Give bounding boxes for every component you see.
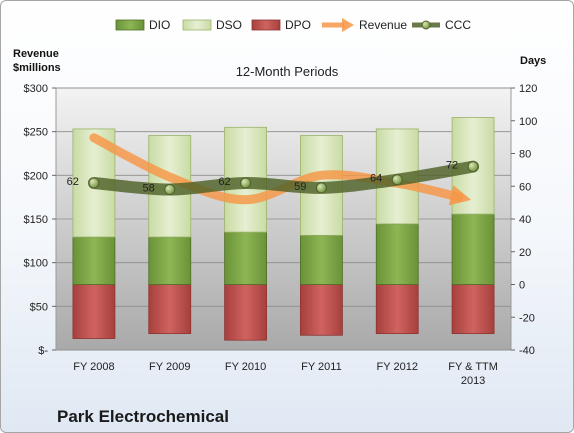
- right-tick-label: 80: [519, 149, 531, 161]
- legend-swatch-dio: [115, 19, 145, 31]
- left-axis-title-line2: $millions: [13, 62, 61, 74]
- right-tick-label: 100: [519, 116, 537, 128]
- right-tick-label: -20: [519, 312, 535, 324]
- legend-label-dso: DSO: [216, 18, 242, 32]
- legend-label-ccc: CCC: [445, 18, 471, 32]
- bar-dpo: [224, 284, 267, 341]
- x-tick-label: FY 2010: [225, 361, 266, 373]
- ccc-point: [240, 177, 252, 189]
- right-axis-title: Days: [520, 55, 546, 67]
- ccc-data-label: 72: [446, 160, 458, 172]
- ccc-data-label: 62: [67, 176, 79, 188]
- x-tick-label: FY 2012: [377, 361, 418, 373]
- bar-dio: [300, 234, 343, 285]
- bar-dpo: [375, 284, 419, 335]
- left-tick-label: $300: [24, 83, 48, 95]
- ccc-point: [391, 174, 403, 186]
- bar-dio: [72, 236, 116, 285]
- right-tick-label: 20: [519, 247, 531, 259]
- bar-dpo: [148, 284, 192, 335]
- left-tick-label: $200: [24, 170, 48, 182]
- ccc-data-label: 59: [294, 181, 306, 193]
- legend-dot-ccc: [421, 20, 431, 30]
- left-tick-label: $150: [24, 214, 48, 226]
- right-tick-label: 120: [519, 83, 537, 95]
- x-tick-label: FY 2011: [301, 361, 342, 373]
- ccc-point: [315, 182, 327, 194]
- legend-label-dpo: DPO: [285, 18, 311, 32]
- legend: DIO DSO DPO Revenue CCC: [115, 18, 471, 32]
- x-tick-label: FY 2008: [73, 361, 114, 373]
- legend-label-dio: DIO: [149, 18, 170, 32]
- left-tick-label: $-: [38, 345, 48, 357]
- legend-arrowhead-revenue: [342, 18, 354, 32]
- lines: 62 58 62 59 64 72: [67, 133, 480, 206]
- ccc-data-label: 62: [218, 176, 230, 188]
- ccc-point: [467, 161, 479, 173]
- legend-swatch-dpo: [251, 19, 281, 31]
- ccc-point: [164, 184, 176, 196]
- x-tick-label: FY 2009: [149, 361, 190, 373]
- axes: $- $50 $100 $150 $200 $250 $300 -40 -20 0 20 40 60 80…: [24, 83, 538, 387]
- bar-dpo: [72, 284, 116, 339]
- bar-dio: [224, 231, 267, 285]
- ccc-point: [88, 177, 100, 189]
- bar-dio: [451, 213, 495, 285]
- ccc-data-label: 58: [143, 183, 155, 195]
- ccc-data-label: 64: [370, 173, 382, 185]
- right-tick-label: -40: [519, 345, 535, 357]
- left-tick-label: $250: [24, 127, 48, 139]
- right-tick-label: 40: [519, 214, 531, 226]
- chart-title: 12-Month Periods: [236, 64, 339, 79]
- right-tick-label: 60: [519, 181, 531, 193]
- right-tick-label: 0: [519, 280, 525, 292]
- bar-dpo: [451, 284, 495, 335]
- company-name: Park Electrochemical: [57, 407, 229, 426]
- bar-dpo: [300, 284, 343, 336]
- bar-dio: [148, 236, 192, 285]
- legend-swatch-dso: [182, 19, 212, 31]
- left-tick-label: $50: [30, 301, 48, 313]
- ccc-line: [87, 160, 480, 196]
- legend-label-revenue: Revenue: [359, 18, 407, 32]
- bar-dio: [375, 223, 419, 285]
- left-axis-title-line1: Revenue: [13, 48, 59, 60]
- x-tick-label: FY & TTM 2013: [448, 361, 498, 387]
- left-tick-label: $100: [24, 258, 48, 270]
